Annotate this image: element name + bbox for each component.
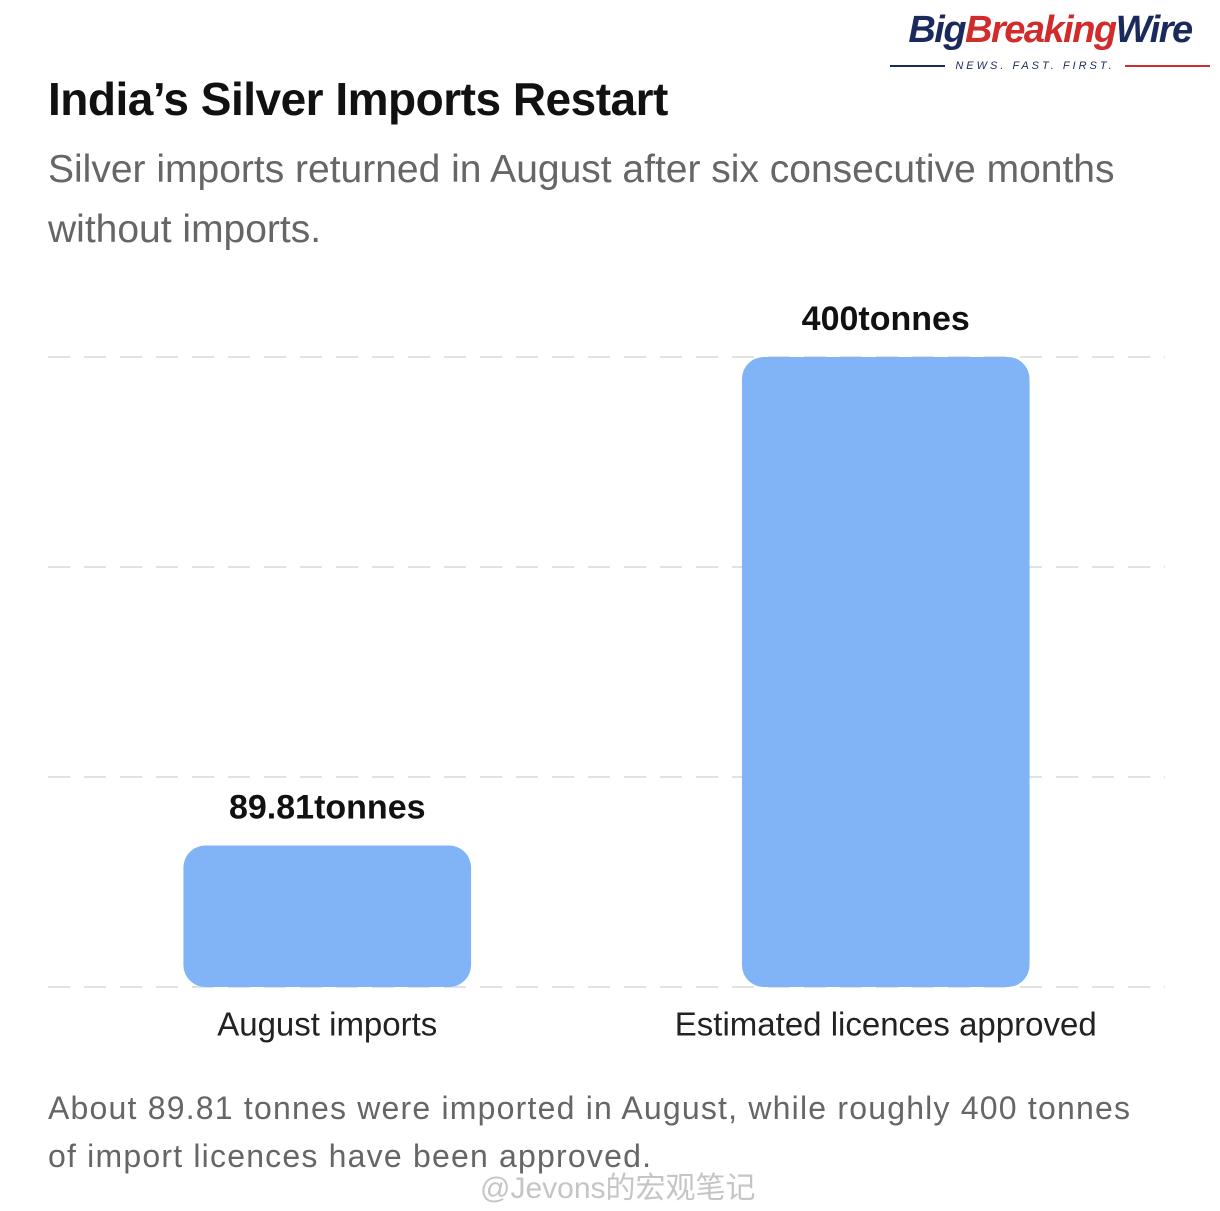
x-tick-label: August imports: [217, 1006, 437, 1043]
value-label: 89.81tonnes: [229, 789, 426, 827]
chart-title: India’s Silver Imports Restart: [48, 73, 668, 125]
chart-subtitle: Silver imports returned in August after …: [48, 148, 1115, 251]
x-tick-label: Estimated licences approved: [675, 1006, 1097, 1043]
brand-part: Breaking: [965, 9, 1117, 51]
chart-note: About 89.81 tonnes were imported in Augu…: [48, 1090, 1132, 1174]
bar: [183, 845, 472, 987]
brand-part: Wire: [1116, 9, 1193, 51]
brand-tagline: NEWS. FAST. FIRST.: [955, 60, 1114, 72]
bar: [741, 357, 1030, 987]
value-label: 400tonnes: [802, 300, 970, 338]
brand-logo: BigBreakingWire: [908, 9, 1193, 51]
brand-part: Big: [908, 9, 966, 51]
watermark: @Jevons的宏观笔记: [480, 1172, 756, 1205]
